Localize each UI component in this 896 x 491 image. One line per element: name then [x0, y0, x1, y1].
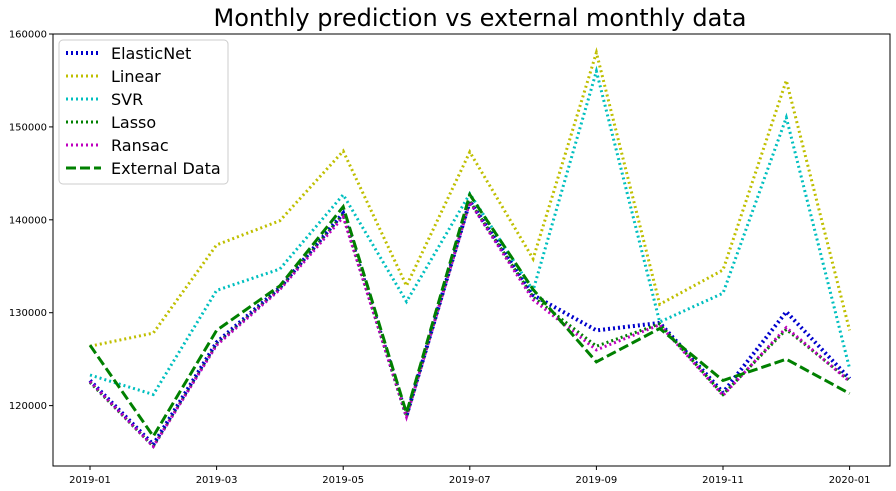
legend-label: ElasticNet	[111, 44, 191, 63]
y-tick-label: 140000	[9, 215, 47, 226]
series-lines	[88, 47, 852, 449]
x-tick-label: 2019-11	[702, 475, 744, 486]
y-tick-label: 150000	[9, 122, 47, 133]
x-tick-label: 2019-09	[576, 475, 618, 486]
x-axis: 2019-01 2019-03 2019-05 2019-07 2019-09 2019-…	[69, 466, 870, 486]
legend-label: Linear	[111, 67, 161, 86]
y-tick-label: 130000	[9, 308, 47, 319]
legend-label: Ransac	[111, 136, 169, 155]
series-line-lasso	[88, 197, 851, 449]
legend-label: SVR	[111, 90, 143, 109]
series-line-elasticnet	[88, 196, 852, 448]
series-line-external-data	[88, 191, 851, 440]
x-tick-label: 2019-07	[449, 475, 491, 486]
x-tick-label: 2019-03	[196, 475, 238, 486]
x-tick-label: 2020-01	[829, 475, 871, 486]
series-line-linear	[89, 47, 852, 348]
x-tick-label: 2019-05	[322, 475, 364, 486]
legend-box	[58, 39, 229, 185]
y-axis: 120000 130000 140000 150000 160000	[9, 30, 53, 412]
chart-title: Monthly prediction vs external monthly d…	[214, 4, 747, 32]
plot-frame	[52, 33, 891, 467]
series-line-ransac	[88, 198, 851, 449]
y-tick-label: 120000	[9, 401, 47, 412]
legend-label: External Data	[111, 159, 221, 178]
x-tick-label: 2019-01	[69, 475, 111, 486]
legend-label: Lasso	[111, 113, 156, 132]
legend: ElasticNet Linear SVR Lasso Ransac External D…	[58, 39, 229, 185]
y-tick-label: 160000	[9, 30, 47, 41]
